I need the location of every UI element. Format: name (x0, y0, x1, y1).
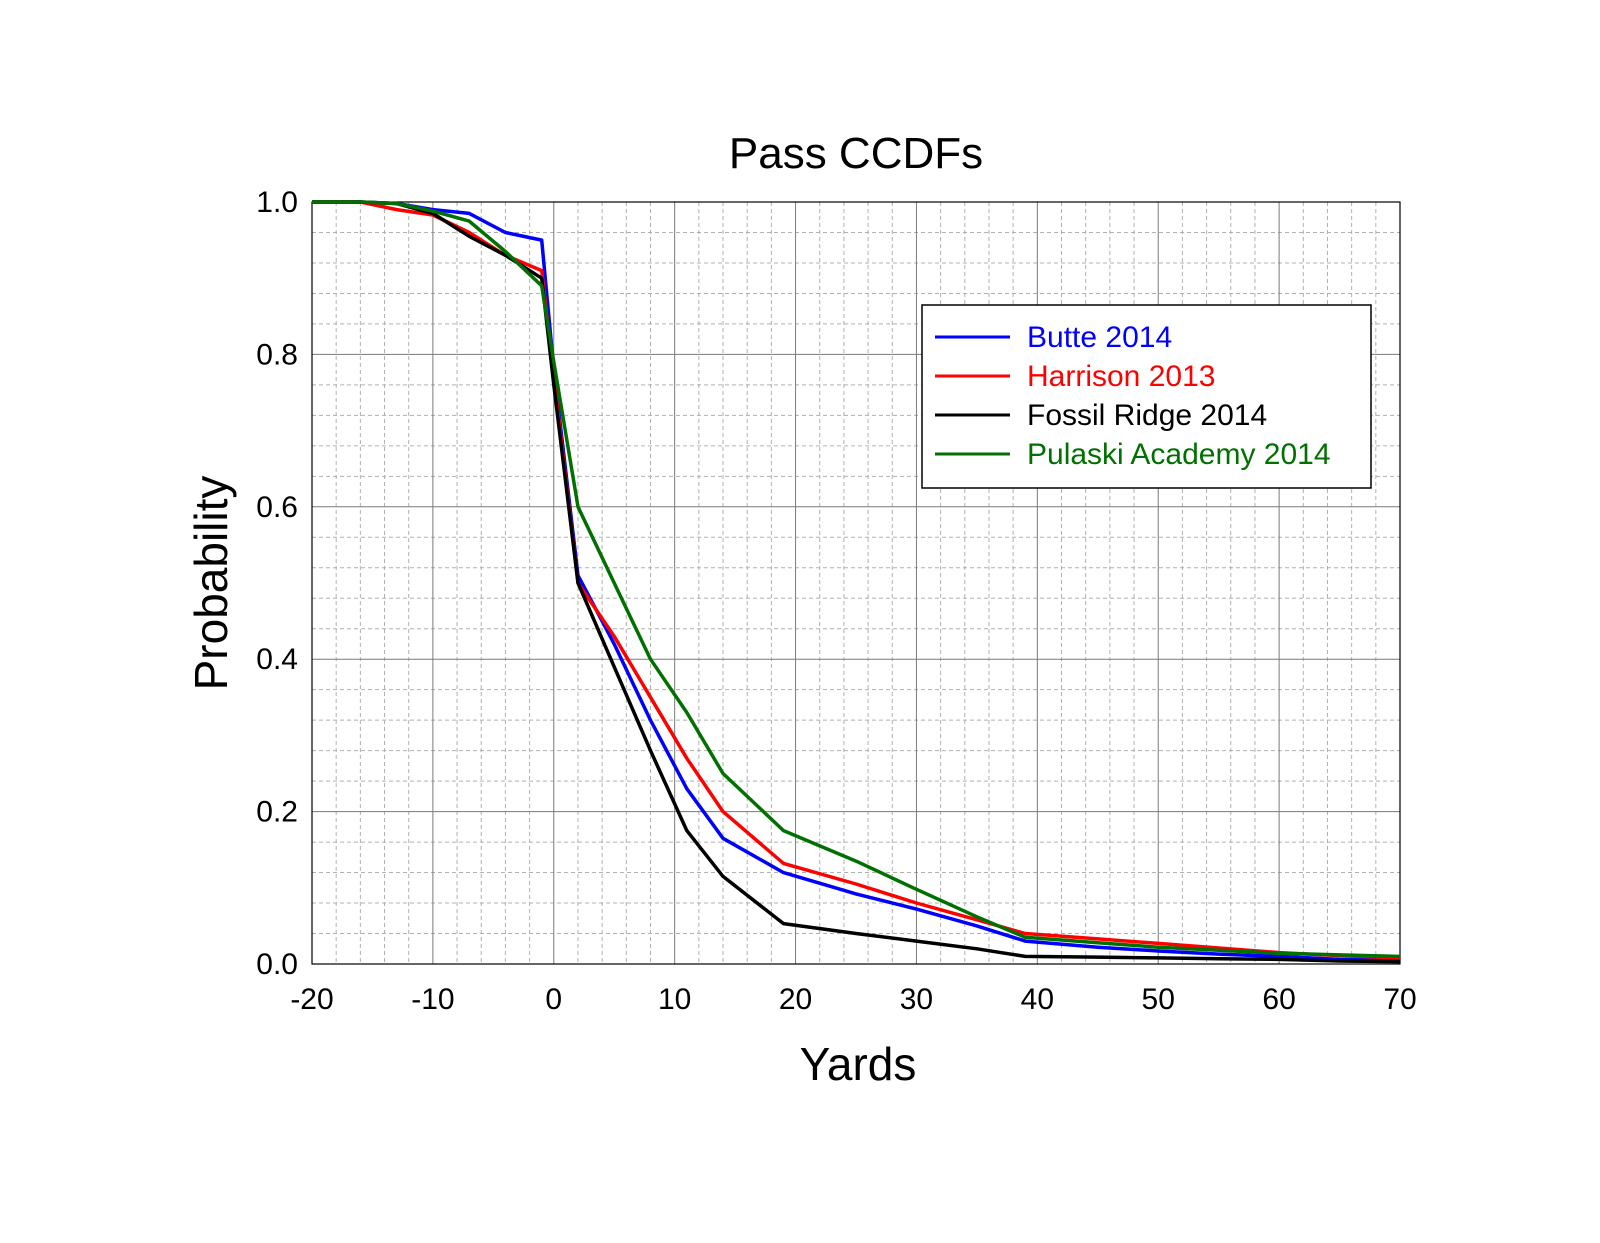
legend: Butte 2014 Harrison 2013 Fossil Ridge 2014… (921, 304, 1372, 489)
legend-label-butte-2014: Butte 2014 (1027, 321, 1172, 354)
x-tick-label: -20 (290, 983, 333, 1016)
x-axis-label: Yards (800, 1038, 917, 1090)
series-layer (312, 200, 1401, 964)
x-tick-label: 50 (1142, 983, 1175, 1016)
x-tick-label: 30 (900, 983, 933, 1016)
legend-label-harrison-2013: Harrison 2013 (1027, 360, 1215, 393)
chart-title: Pass CCDFs (729, 129, 983, 178)
x-tick-label: 10 (658, 983, 691, 1016)
y-tick-label: 0.2 (256, 796, 298, 829)
y-tick-label: 1.0 (256, 186, 298, 219)
series-line-pulaski-academy-2014 (312, 200, 1401, 959)
x-tick-label: 70 (1383, 983, 1416, 1016)
y-axis-label: Probability (185, 476, 237, 691)
legend-label-fossil-ridge-2014: Fossil Ridge 2014 (1027, 399, 1267, 432)
series-line-butte-2014 (312, 200, 1401, 962)
x-tick-label: 40 (1021, 983, 1054, 1016)
series-line-fossil-ridge-2014 (312, 200, 1401, 964)
ticks-layer: -20 -10 0 10 20 30 40 50 60 70 0.0 0.2 0.4 0.6 0.8 1.0 (256, 186, 1416, 1016)
y-tick-label: 0.8 (256, 338, 298, 371)
x-tick-label: 60 (1262, 983, 1295, 1016)
x-tick-label: 0 (545, 983, 562, 1016)
x-tick-label: 20 (779, 983, 812, 1016)
y-tick-label: 0.4 (256, 643, 298, 676)
y-tick-label: 0.6 (256, 491, 298, 524)
legend-entries: Butte 2014 Harrison 2013 Fossil Ridge 2014… (935, 321, 1331, 471)
series-line-harrison-2013 (312, 200, 1401, 960)
x-tick-label: -10 (411, 983, 454, 1016)
y-tick-label: 0.0 (256, 948, 298, 981)
plot-frame (311, 201, 1401, 965)
legend-label-pulaski-academy-2014: Pulaski Academy 2014 (1027, 438, 1331, 471)
